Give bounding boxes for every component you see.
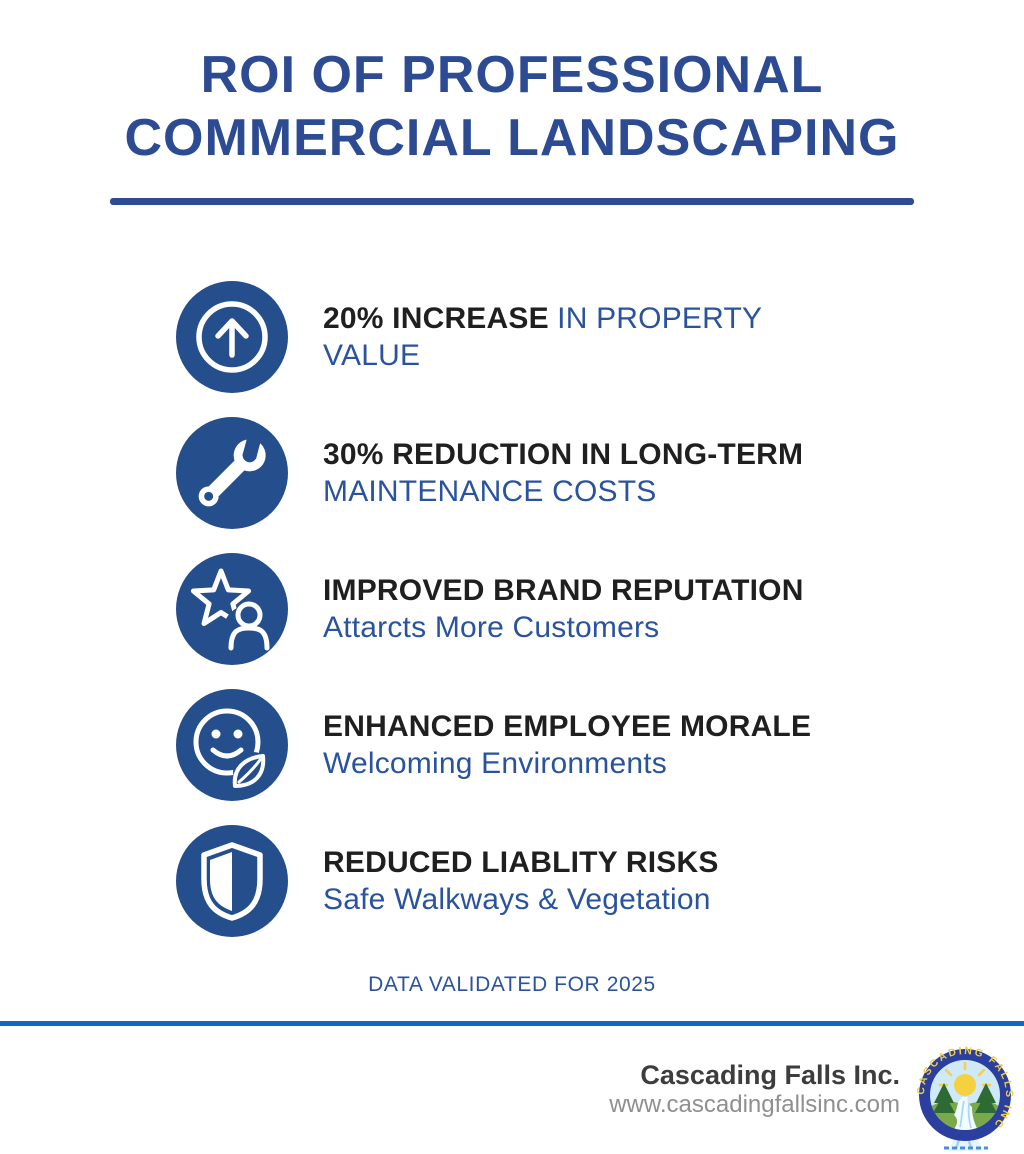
- star-customer-icon: [176, 553, 288, 665]
- footer-divider: [0, 1021, 1024, 1026]
- company-logo: CASCADING FALLS INC: [914, 1045, 1016, 1153]
- benefit-list: 20% INCREASE IN PROPERTY VALUE: [176, 281, 1024, 937]
- benefit-text: 20% INCREASE IN PROPERTY VALUE: [323, 300, 762, 374]
- page-title-line2: COMMERCIAL LANDSCAPING: [124, 109, 900, 167]
- benefit-text: REDUCED LIABLITY RISKS Safe Walkways & V…: [323, 844, 719, 918]
- benefit-subline: VALUE: [323, 339, 421, 372]
- website-url: www.cascadingfallsinc.com: [609, 1091, 900, 1118]
- list-item: 30% REDUCTION IN LONG-TERM MAINTENANCE C…: [176, 417, 1024, 529]
- list-item: ENHANCED EMPLOYEE MORALE Welcoming Envir…: [176, 689, 1024, 801]
- benefit-text: 30% REDUCTION IN LONG-TERM MAINTENANCE C…: [323, 436, 803, 510]
- benefit-heading: ENHANCED EMPLOYEE MORALE: [323, 710, 812, 743]
- benefit-heading: IMPROVED BRAND REPUTATION: [323, 574, 804, 607]
- smiley-leaf-icon: [176, 689, 288, 801]
- company-name: Cascading Falls Inc.: [640, 1060, 900, 1090]
- benefit-text: IMPROVED BRAND REPUTATION Attarcts More …: [323, 572, 804, 646]
- page-title-line1: ROI OF PROFESSIONAL: [200, 46, 824, 104]
- footer-text: Cascading Falls Inc. www.cascadingfallsi…: [609, 1045, 900, 1119]
- benefit-heading: 30% REDUCTION IN LONG-TERM: [323, 438, 804, 471]
- list-item: IMPROVED BRAND REPUTATION Attarcts More …: [176, 553, 1024, 665]
- benefit-subline: Welcoming Environments: [323, 747, 667, 780]
- wrench-icon: [176, 417, 288, 529]
- benefit-subline: Attarcts More Customers: [323, 611, 660, 644]
- benefit-text: ENHANCED EMPLOYEE MORALE Welcoming Envir…: [323, 708, 811, 782]
- benefit-subline: Safe Walkways & Vegetation: [323, 883, 711, 916]
- validation-note: DATA VALIDATED FOR 2025: [368, 973, 656, 996]
- benefit-heading: 20% INCREASE IN PROPERTY: [323, 302, 763, 335]
- list-item: 20% INCREASE IN PROPERTY VALUE: [176, 281, 1024, 393]
- list-item: REDUCED LIABLITY RISKS Safe Walkways & V…: [176, 825, 1024, 937]
- page-title: ROI OF PROFESSIONAL COMMERCIAL LANDSCAPI…: [0, 0, 1024, 170]
- shield-icon: [176, 825, 288, 937]
- benefit-heading: REDUCED LIABLITY RISKS: [323, 846, 719, 879]
- footer: Cascading Falls Inc. www.cascadingfallsi…: [609, 1045, 1016, 1153]
- title-divider: [110, 198, 914, 205]
- arrow-up-circle-icon: [176, 281, 288, 393]
- benefit-subline: MAINTENANCE COSTS: [323, 475, 657, 508]
